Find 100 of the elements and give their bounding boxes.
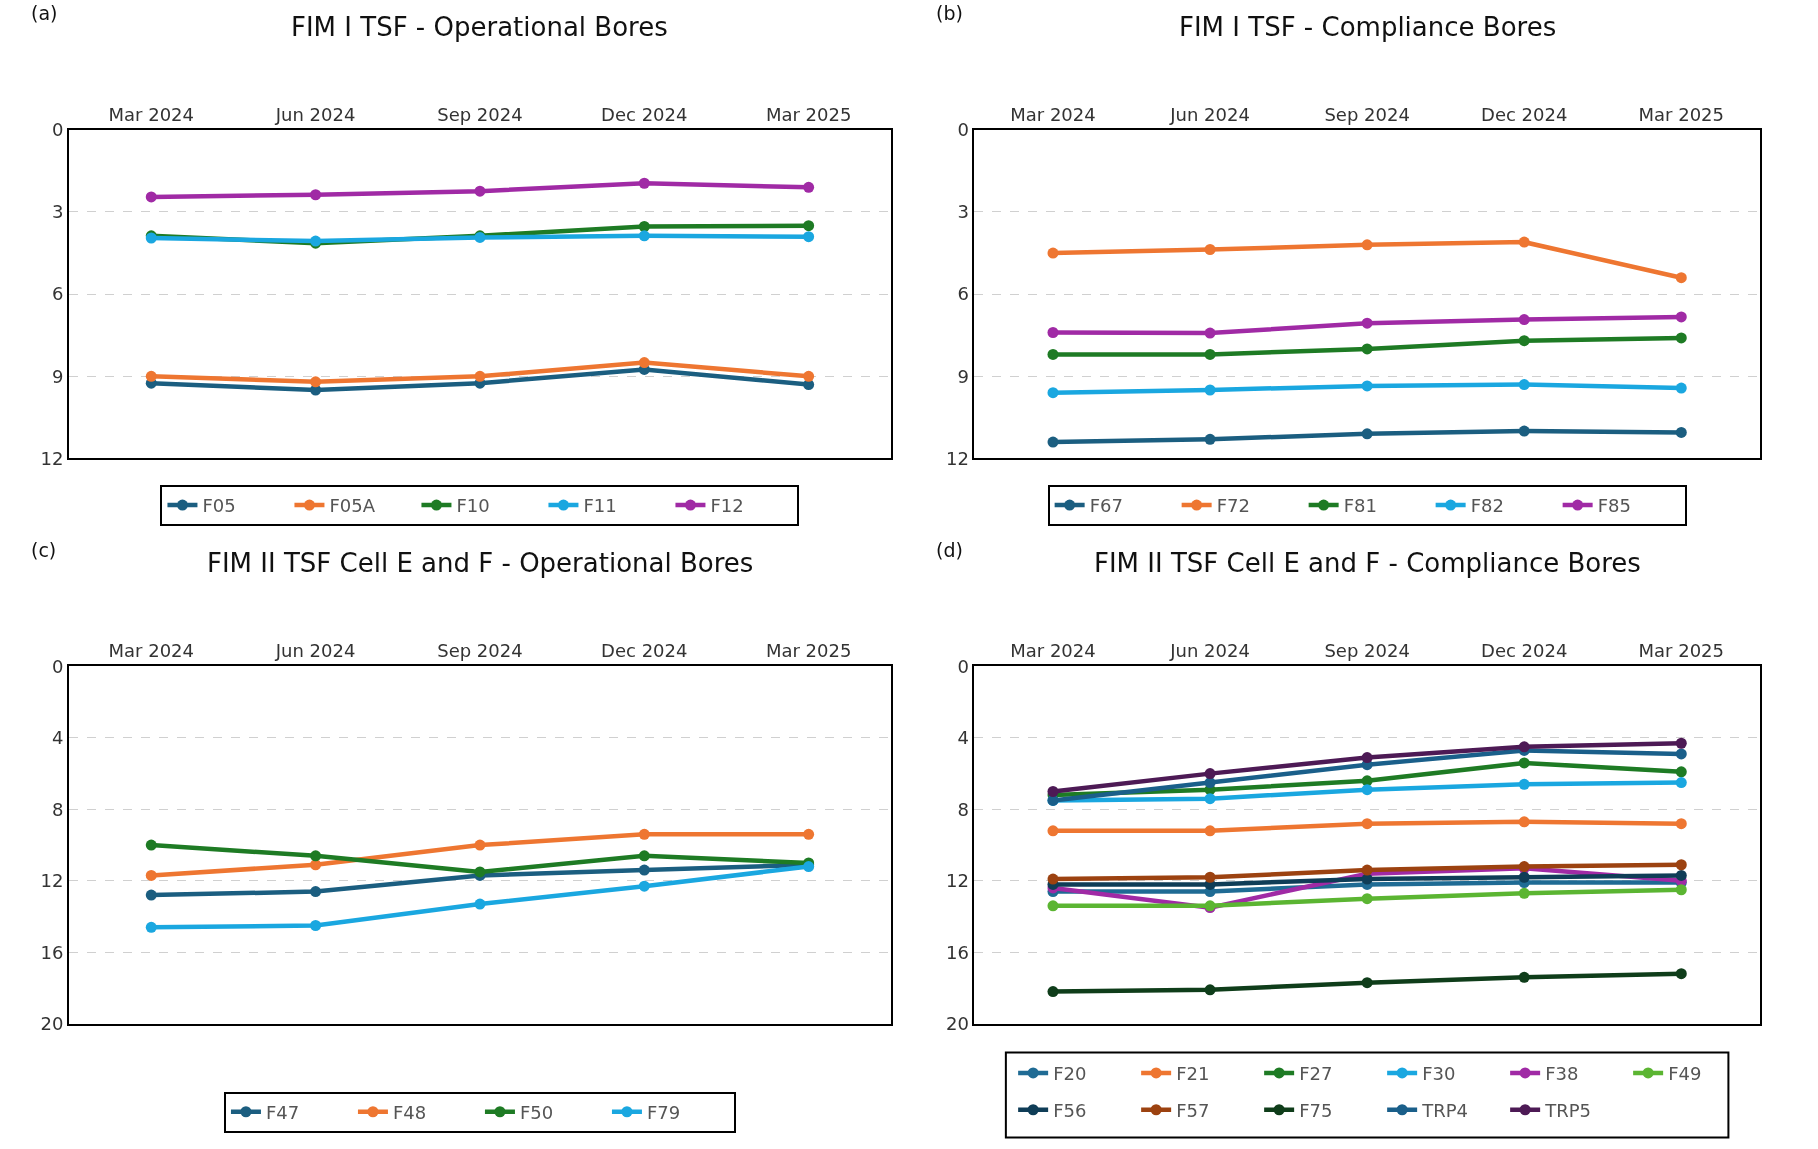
point: [1047, 387, 1059, 399]
point: [1361, 239, 1373, 251]
point: [1047, 326, 1059, 338]
point: [1675, 737, 1687, 749]
x-tick-label: Jun 2024: [274, 103, 356, 125]
point: [145, 869, 157, 881]
point: [1675, 777, 1687, 789]
legend-label: F30: [1422, 1063, 1456, 1084]
legend-label: F82: [1470, 495, 1504, 517]
point: [1361, 317, 1373, 329]
point: [1675, 332, 1687, 344]
x-tick-label: Mar 2025: [765, 103, 852, 125]
point: [1361, 752, 1373, 764]
point: [1361, 428, 1373, 440]
x-tick-label: Sep 2024: [1324, 103, 1410, 125]
x-tick-label: Dec 2024: [601, 640, 688, 662]
text: (b): [936, 2, 963, 24]
point: [1047, 436, 1059, 448]
point: [1204, 984, 1216, 996]
chart-title: FIM I TSF - Operational Bores: [291, 12, 668, 42]
point: [1204, 433, 1216, 445]
legend-label: F20: [1053, 1063, 1087, 1084]
text: (a): [31, 2, 58, 24]
y-tick-label: 12: [40, 447, 64, 469]
point: [1047, 785, 1059, 797]
legend-label: F11: [583, 495, 617, 517]
point: [1047, 825, 1059, 837]
x-tick-label: Mar 2024: [1010, 103, 1096, 125]
point: [1518, 236, 1530, 248]
point: [1675, 869, 1687, 881]
point: [1675, 968, 1687, 980]
legend-label: F50: [519, 1101, 554, 1123]
point: [803, 370, 815, 382]
point: [145, 889, 157, 901]
point: [638, 864, 650, 876]
legend-label: F85: [1597, 495, 1631, 517]
legend-label: F38: [1545, 1063, 1579, 1084]
point: [1361, 380, 1373, 392]
point: [474, 898, 486, 910]
y-tick-label: 3: [52, 201, 64, 223]
legend-label: F10: [456, 495, 490, 517]
x-tick-label: Mar 2025: [765, 640, 852, 662]
point: [1518, 335, 1530, 347]
x-tick-label: Mar 2024: [1010, 640, 1096, 662]
point: [803, 231, 815, 243]
point: [1675, 766, 1687, 778]
x-tick-label: Mar 2024: [108, 103, 194, 125]
point: [310, 859, 322, 871]
point: [638, 357, 650, 369]
point: [1518, 757, 1530, 769]
y-tick-label: 16: [40, 941, 64, 963]
y-tick-label: 0: [957, 655, 969, 677]
x-tick-label: Sep 2024: [437, 103, 523, 125]
legend-label: F47: [265, 1101, 300, 1123]
point: [803, 828, 815, 840]
point: [638, 880, 650, 892]
legend-label: F05A: [329, 495, 376, 517]
point: [638, 850, 650, 862]
legend-label: F56: [1053, 1099, 1087, 1121]
chart-title: FIM II TSF Cell E and F - Compliance Bores: [1094, 548, 1641, 578]
legend-label: TRP4: [1421, 1099, 1468, 1121]
legend-label: F48: [392, 1101, 427, 1123]
legend-label: F75: [1299, 1099, 1333, 1121]
y-tick-label: 12: [40, 870, 64, 892]
y-tick-label: 4: [52, 727, 64, 749]
legend-label: F67: [1089, 495, 1123, 517]
point: [474, 370, 486, 382]
legend-label: F79: [646, 1101, 681, 1123]
point: [1675, 884, 1687, 896]
point: [1361, 818, 1373, 830]
point: [1675, 311, 1687, 323]
point: [1204, 244, 1216, 255]
x-tick-label: Dec 2024: [601, 103, 688, 125]
x-tick-label: Jun 2024: [1169, 640, 1250, 662]
point: [1675, 748, 1687, 760]
point: [1361, 864, 1373, 876]
point: [638, 828, 650, 840]
y-tick-label: 8: [957, 798, 969, 820]
point: [1518, 778, 1530, 790]
point: [310, 886, 322, 898]
point: [638, 177, 650, 189]
y-tick-label: 4: [957, 727, 969, 749]
point: [474, 839, 486, 851]
legend-label: TRP5: [1544, 1099, 1591, 1121]
point: [1204, 384, 1216, 396]
y-tick-label: 6: [52, 283, 64, 305]
y-tick-label: 9: [957, 365, 969, 387]
point: [1204, 793, 1216, 805]
point: [310, 189, 322, 201]
point: [638, 221, 650, 232]
x-tick-label: Sep 2024: [437, 640, 523, 662]
point: [638, 230, 650, 242]
point: [145, 839, 157, 851]
y-tick-label: 0: [52, 119, 64, 141]
y-tick-label: 20: [40, 1013, 64, 1035]
point: [1518, 887, 1530, 899]
legend-label: F27: [1299, 1063, 1333, 1084]
legend-label: F72: [1216, 495, 1250, 517]
point: [1204, 348, 1216, 360]
legend-label: F21: [1176, 1063, 1210, 1084]
